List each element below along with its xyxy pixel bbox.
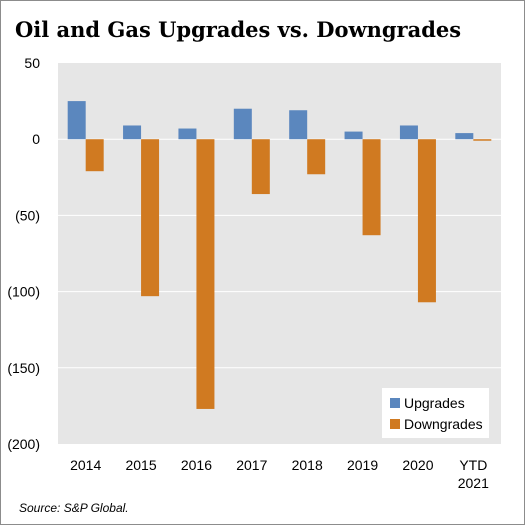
chart-title: Oil and Gas Upgrades vs. Downgrades	[15, 17, 462, 42]
x-axis-ticks: 2014 2015 2016 2017 2018 2019 2020 YTD 2021	[70, 457, 489, 491]
legend-box	[382, 388, 489, 438]
x-tick-label: YTD	[459, 457, 487, 473]
y-axis-ticks: 50 0 (50) (100) (150) (200)	[7, 55, 40, 452]
downgrades-bar	[251, 139, 270, 195]
y-tick-label: 0	[32, 131, 40, 147]
upgrades-bar	[399, 125, 418, 140]
legend: Upgrades Downgrades	[382, 388, 489, 438]
upgrades-bar	[178, 128, 197, 140]
source-note: Source: S&P Global.	[19, 501, 129, 515]
upgrades-bar	[289, 110, 308, 140]
legend-label: Downgrades	[404, 416, 483, 432]
legend-swatch-downgrades	[390, 419, 400, 429]
x-tick-label: 2015	[125, 457, 156, 473]
x-tick-label: 2016	[181, 457, 212, 473]
downgrades-bar	[362, 139, 381, 236]
upgrades-bar	[123, 125, 142, 140]
upgrades-bar	[455, 133, 474, 140]
x-tick-label: 2018	[292, 457, 323, 473]
downgrades-bar	[196, 139, 215, 409]
x-tick-label: 2019	[347, 457, 378, 473]
upgrades-bar	[67, 101, 86, 140]
downgrades-bar	[85, 139, 104, 172]
bars	[67, 101, 492, 409]
x-tick-label: 2017	[236, 457, 267, 473]
y-tick-label: (100)	[7, 284, 40, 300]
y-tick-label: (50)	[15, 207, 40, 223]
downgrades-bar	[417, 139, 436, 303]
downgrades-bar	[473, 139, 492, 141]
y-tick-label: 50	[24, 55, 40, 71]
downgrades-bar	[307, 139, 326, 175]
x-tick-label: 2014	[70, 457, 101, 473]
legend-swatch-upgrades	[390, 398, 400, 408]
y-tick-label: (150)	[7, 360, 40, 376]
upgrades-bar	[344, 131, 363, 140]
x-tick-label: 2020	[402, 457, 433, 473]
upgrades-bar	[233, 108, 252, 140]
legend-label: Upgrades	[404, 395, 465, 411]
downgrades-bar	[141, 139, 160, 297]
y-tick-label: (200)	[7, 436, 40, 452]
x-tick-label: 2021	[458, 475, 489, 491]
